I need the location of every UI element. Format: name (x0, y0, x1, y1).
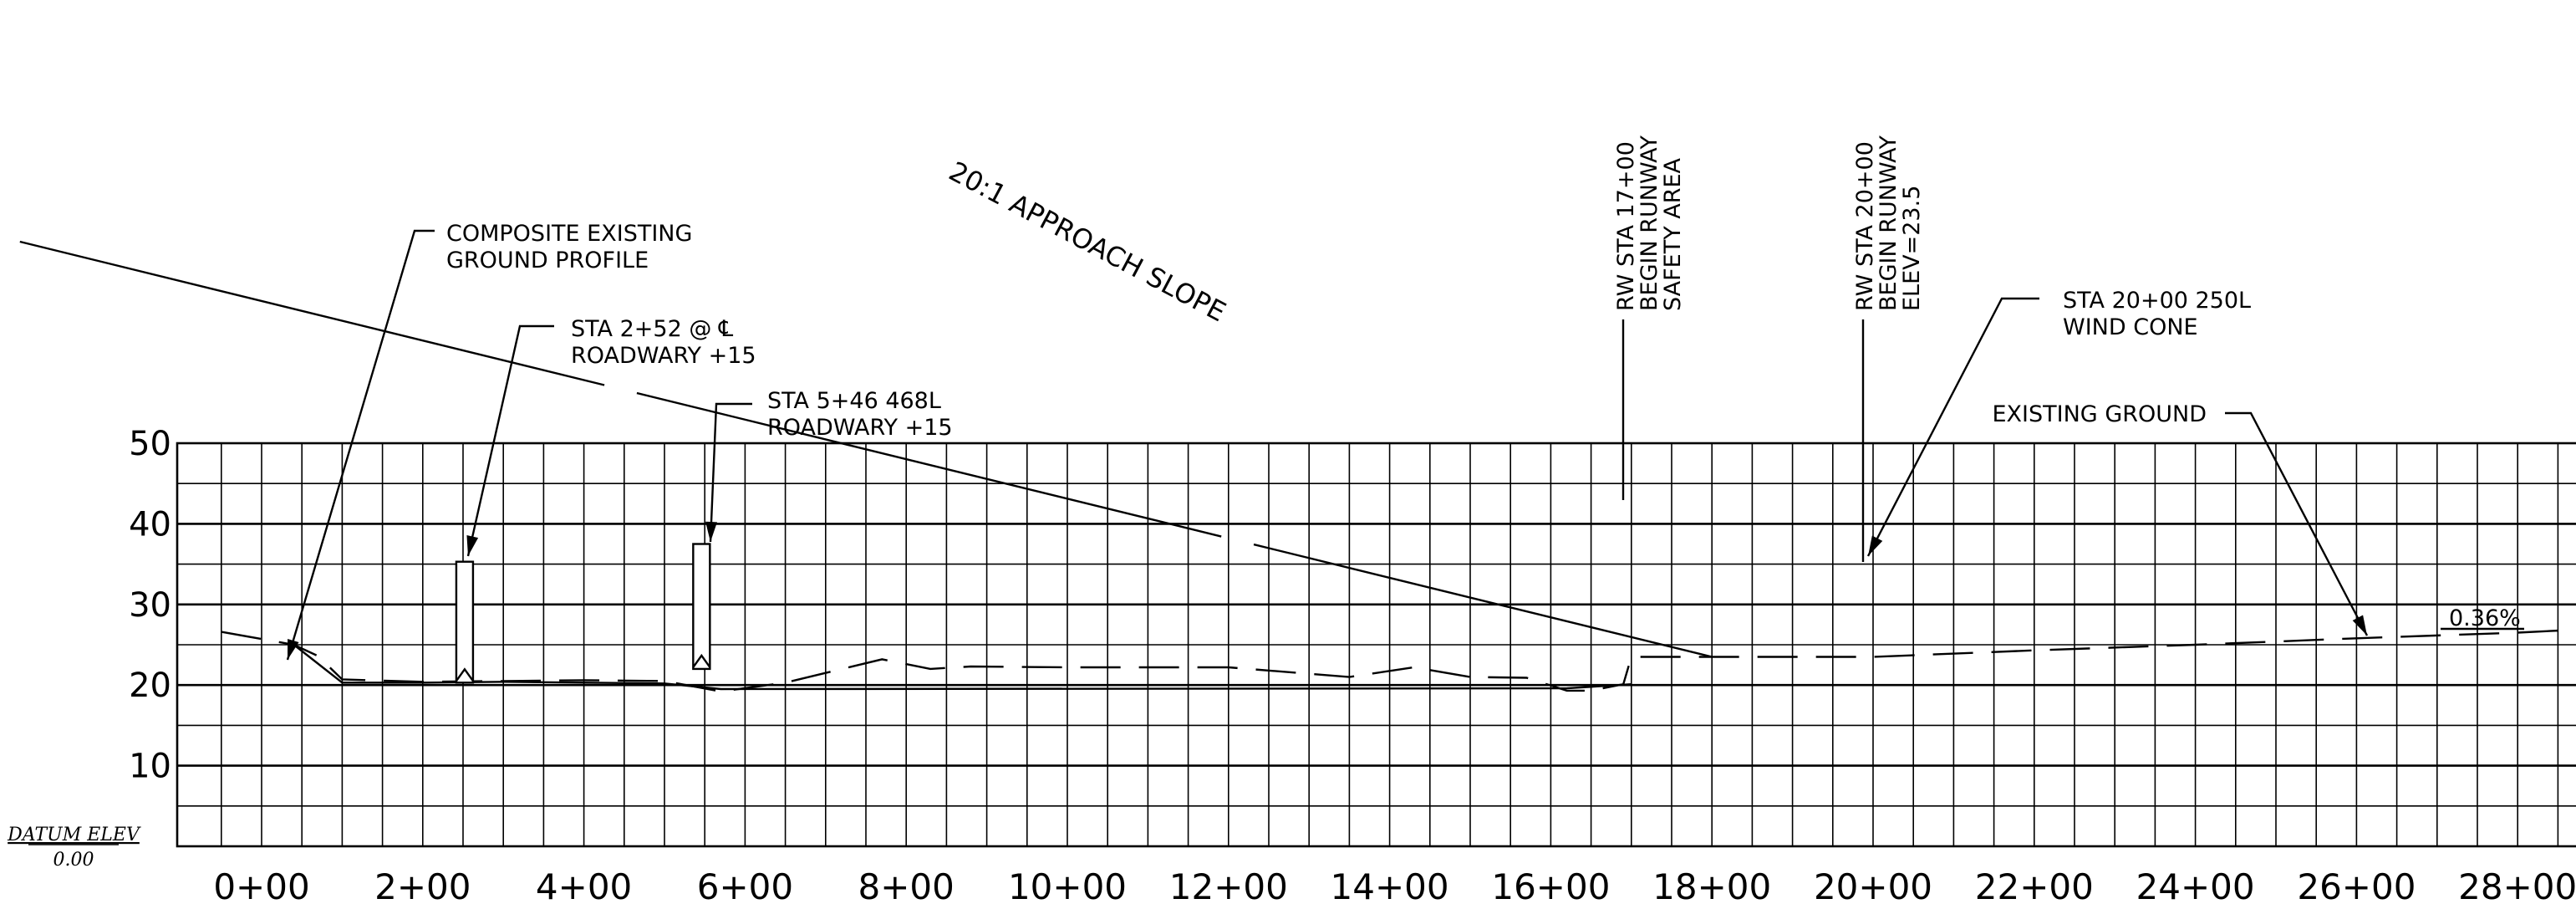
rw-sta-20-label-line2: BEGIN RUNWAY (1876, 135, 1901, 311)
existing-ground-leader-arrow (2352, 615, 2367, 636)
wind-cone-leader-arrow (1868, 535, 1883, 556)
sta546-leader-arrow (705, 521, 718, 542)
y-tick-label: 50 (129, 425, 171, 463)
y-tick-label: 40 (129, 505, 171, 544)
composite-ground-leader-arrow (288, 639, 299, 660)
wind-cone-line1: STA 20+00 250L (2063, 288, 2251, 314)
y-tick-label: 10 (129, 748, 171, 786)
structure-marker (455, 560, 475, 684)
profile-lines (19, 240, 2576, 693)
grade-label: 0.36% (2449, 605, 2521, 631)
profile-series-1 (293, 644, 1632, 691)
sta252-line1: STA 2+52 @ ℄ (571, 316, 734, 342)
existing-ground-label: EXISTING GROUND (1993, 401, 2207, 427)
sta252-line2: ROADWARY +15 (571, 343, 756, 369)
marker-tip (692, 653, 711, 668)
rw-sta-17-label-line3: SAFETY AREA (1660, 157, 1686, 311)
structure-marker (692, 543, 711, 671)
composite-ground-line1: COMPOSITE EXISTING (446, 221, 692, 247)
datum-label: DATUM ELEV (7, 825, 141, 845)
profile-grid (176, 442, 2576, 848)
wind-cone-line2: WIND CONE (2063, 314, 2198, 340)
x-tick-label: 2+00 (374, 866, 471, 907)
y-tick-label: 20 (129, 666, 171, 705)
profile-series-2 (19, 240, 1713, 658)
x-tick-label: 4+00 (536, 866, 632, 907)
x-tick-label: 28+00 (2458, 866, 2576, 907)
axis-labels: 10 20 30 40 50 0+00 2+00 4+00 6+00 8+00 10+00 12+00… (7, 425, 2576, 907)
x-tick-label: 22+00 (1975, 866, 2094, 907)
datum-value: 0.00 (53, 850, 94, 871)
marker-tip (455, 667, 474, 682)
existing-ground-leader (2225, 411, 2369, 636)
x-tick-label: 6+00 (697, 866, 793, 907)
x-tick-label: 18+00 (1652, 866, 1771, 907)
sta252-leader (466, 324, 554, 557)
rw-sta-17-label-line2: BEGIN RUNWAY (1637, 135, 1662, 311)
y-tick-label: 30 (129, 586, 171, 625)
composite-ground-line2: GROUND PROFILE (446, 248, 649, 273)
x-tick-label: 0+00 (213, 866, 309, 907)
sta546-line1: STA 5+46 468L (767, 388, 941, 414)
x-tick-label: 12+00 (1169, 866, 1288, 907)
sta252-leader-arrow (466, 535, 479, 556)
x-tick-label: 20+00 (1814, 866, 1932, 907)
approach-slope-label: 20:1 APPROACH SLOPE (944, 156, 1231, 329)
x-tick-label: 26+00 (2297, 866, 2416, 907)
composite-ground-leader (286, 229, 435, 661)
rw-sta-17-label-line1: RW STA 17+00 (1613, 141, 1639, 311)
wind-cone-leader (1866, 297, 2039, 557)
rw-sta-20-label-line3: ELEV=23.5 (1899, 186, 1925, 311)
x-tick-label: 10+00 (1008, 866, 1127, 907)
sta546-leader (709, 402, 752, 543)
sta546-line2: ROADWARY +15 (767, 415, 953, 441)
x-tick-label: 16+00 (1491, 866, 1610, 907)
rw-sta-20-label-line1: RW STA 20+00 (1852, 141, 1878, 311)
x-tick-label: 8+00 (858, 866, 955, 907)
x-tick-label: 24+00 (2136, 866, 2255, 907)
x-tick-label: 14+00 (1331, 866, 1449, 907)
